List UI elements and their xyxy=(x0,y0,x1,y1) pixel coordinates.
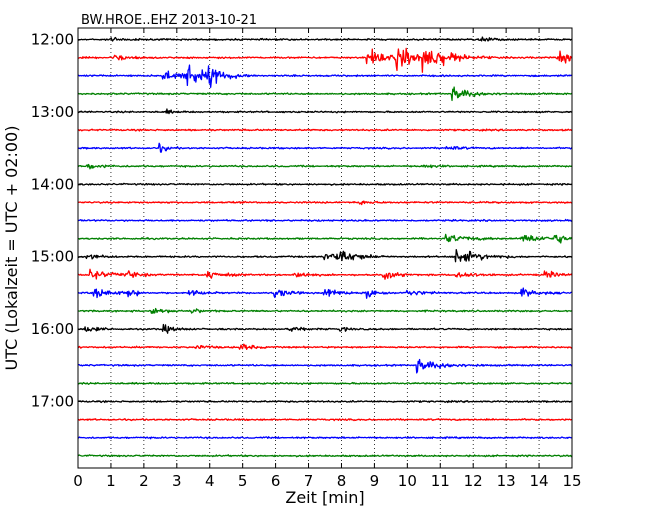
x-tick-label: 14 xyxy=(530,472,549,490)
traces xyxy=(77,36,573,458)
x-tick-label: 7 xyxy=(304,472,314,490)
y-axis-label: UTC (Lokalzeit = UTC + 02:00) xyxy=(2,126,21,371)
trace-row-1600 xyxy=(77,323,573,334)
x-tick-label: 13 xyxy=(497,472,516,490)
trace-row-1515 xyxy=(77,268,573,280)
x-tick-label: 4 xyxy=(205,472,215,490)
trace-row-1630 xyxy=(77,358,573,374)
trace-row-1345 xyxy=(77,163,573,170)
plot-frame xyxy=(78,28,572,468)
x-tick-label: 15 xyxy=(562,472,581,490)
trace-row-1245 xyxy=(77,86,573,102)
grid-lines xyxy=(110,28,540,468)
trace-row-1745 xyxy=(77,454,573,458)
x-tick-label: 1 xyxy=(106,472,116,490)
chart-title: BW.HROE..EHZ 2013-10-21 xyxy=(81,13,257,28)
trace-row-1545 xyxy=(77,307,573,314)
y-tick-label: 16:00 xyxy=(31,320,74,338)
trace-row-1300 xyxy=(77,108,573,115)
plot-border xyxy=(77,27,573,469)
x-tick-label: 12 xyxy=(464,472,483,490)
trace-row-1415 xyxy=(77,200,573,206)
trace-row-1330 xyxy=(77,142,573,153)
trace-row-1730 xyxy=(77,436,573,440)
trace-row-1715 xyxy=(77,417,573,422)
y-tick-label: 14:00 xyxy=(31,175,74,193)
trace-row-1230 xyxy=(77,64,573,88)
x-tick-label: 9 xyxy=(370,472,380,490)
x-axis-label: Zeit [min] xyxy=(285,488,364,507)
trace-row-1315 xyxy=(77,128,573,132)
trace-row-1530 xyxy=(77,287,573,299)
y-tick-label: 15:00 xyxy=(31,248,74,266)
x-tick-label: 10 xyxy=(398,472,417,490)
trace-row-1200 xyxy=(77,36,573,42)
axis-ticks: 0 1 2 3 4 5 6 7 8 9 10 11 12 13 14 1512:0013:0014:0015:… xyxy=(31,28,582,490)
x-tick-label: 2 xyxy=(139,472,149,490)
x-tick-label: 3 xyxy=(172,472,182,490)
trace-row-1615 xyxy=(77,343,573,351)
y-tick-label: 13:00 xyxy=(31,103,74,121)
trace-row-1400 xyxy=(77,182,573,186)
y-tick-label: 12:00 xyxy=(31,31,74,49)
trace-row-1215 xyxy=(77,47,573,73)
trace-row-1645 xyxy=(77,381,573,385)
x-tick-label: 0 xyxy=(73,472,83,490)
trace-row-1700 xyxy=(77,399,573,404)
trace-row-1430 xyxy=(77,218,573,223)
x-tick-label: 5 xyxy=(238,472,248,490)
x-tick-label: 8 xyxy=(337,472,347,490)
trace-row-1445 xyxy=(77,233,573,244)
x-tick-label: 6 xyxy=(271,472,281,490)
y-tick-label: 17:00 xyxy=(31,393,74,411)
x-tick-label: 11 xyxy=(431,472,450,490)
trace-row-1500 xyxy=(77,249,573,263)
